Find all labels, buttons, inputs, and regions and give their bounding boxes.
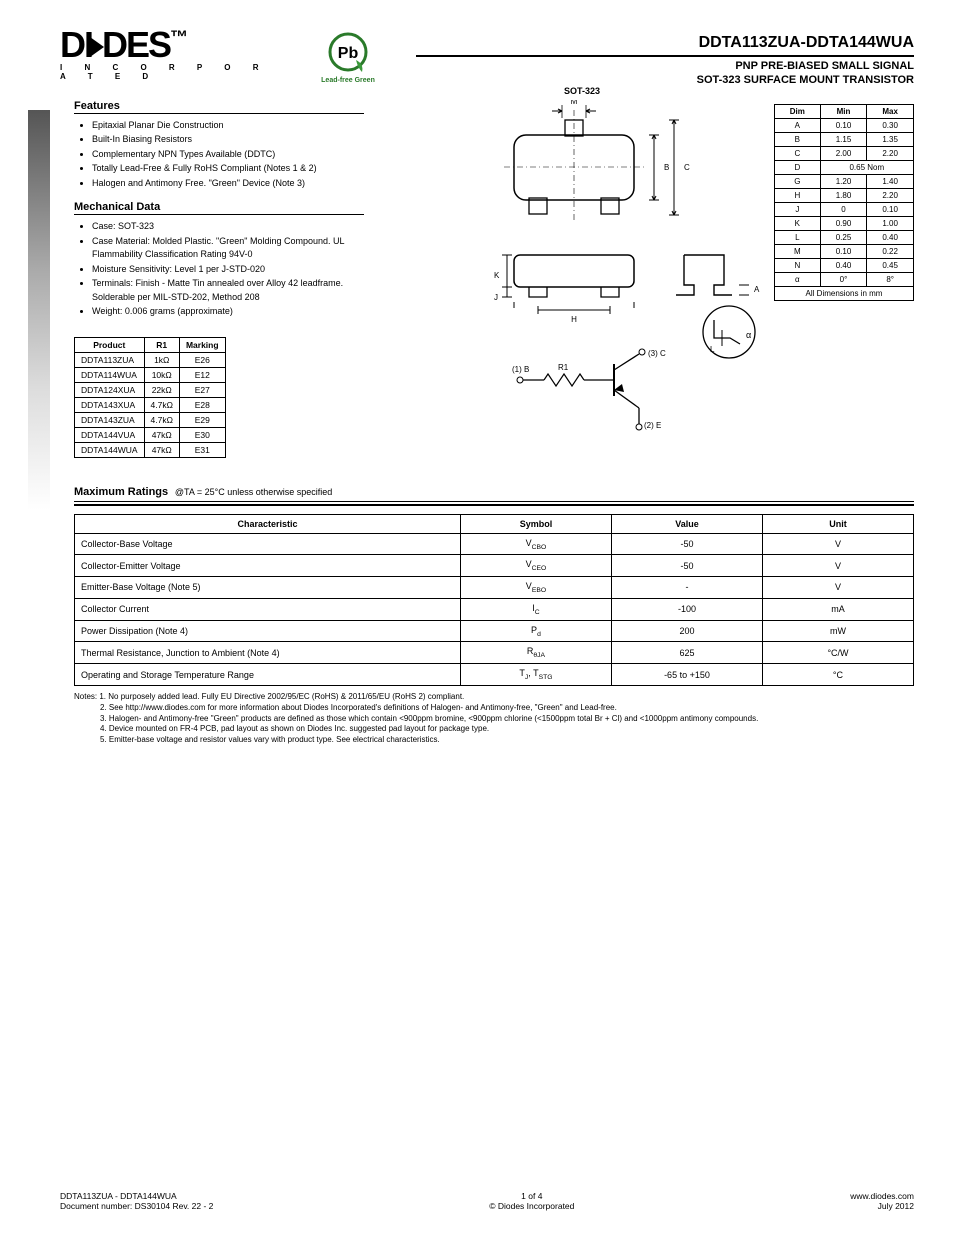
product-description: PNP PRE-BIASED SMALL SIGNALSOT-323 SURFA… [416, 60, 914, 88]
footer-right: www.diodes.com July 2012 [850, 1191, 914, 1211]
note-line: 2. See http://www.diodes.com for more in… [74, 703, 914, 714]
list-item: Case Material: Molded Plastic. "Green" M… [92, 235, 374, 262]
ratings-title: Maximum Ratings [74, 486, 168, 498]
list-item: Complementary NPN Types Available (DDTC) [92, 148, 374, 162]
product-series: DDTA113ZUA-DDTA144WUA [416, 34, 914, 57]
note-line: 5. Emitter-base voltage and resistor val… [74, 735, 914, 746]
svg-text:(1) B: (1) B [512, 365, 529, 374]
product-header: DDTA113ZUA-DDTA144WUA PNP PRE-BIASED SMA… [416, 30, 914, 88]
side-gradient-decoration [28, 110, 50, 510]
svg-text:H: H [571, 315, 577, 324]
list-item: Case: SOT-323 [92, 220, 374, 234]
note-line: 3. Halogen- and Antimony-free "Green" pr… [74, 714, 914, 725]
svg-text:M: M [571, 100, 578, 106]
svg-text:(2) E: (2) E [644, 421, 661, 430]
list-item: Totally Lead-Free & Fully RoHS Compliant… [92, 162, 374, 176]
note-line: Notes: 1. No purposely added lead. Fully… [74, 692, 914, 703]
ratings-condition: @TA = 25°C unless otherwise specified [175, 487, 332, 497]
logo: DIDES™ I N C O R P O R A T E D [60, 30, 280, 81]
col-header: Unit [762, 514, 913, 533]
features-list: Epitaxial Planar Die Construction Built-… [74, 119, 374, 191]
page-footer: DDTA113ZUA - DDTA144WUA Document number:… [60, 1191, 914, 1211]
footer-left: DDTA113ZUA - DDTA144WUA Document number:… [60, 1191, 213, 1211]
product-table: Product R1 Marking DDTA113ZUA1kΩE26 DDTA… [74, 337, 226, 458]
logo-text-1: DI [60, 24, 92, 65]
svg-text:A: A [754, 285, 760, 294]
ratings-header: Maximum Ratings @TA = 25°C unless otherw… [74, 486, 914, 506]
sot-label: SOT-323 [564, 86, 600, 96]
dim-footer: All Dimensions in mm [775, 286, 914, 300]
footer-mid: 1 of 4 © Diodes Incorporated [489, 1191, 574, 1211]
lead-free-label: Lead-free Green [320, 77, 376, 84]
col-header: Value [611, 514, 762, 533]
logo-subtitle: I N C O R P O R A T E D [60, 63, 280, 81]
list-item: Epitaxial Planar Die Construction [92, 119, 374, 133]
svg-text:J: J [494, 293, 498, 302]
dim-header: Min [820, 104, 867, 118]
mechanical-list: Case: SOT-323 Case Material: Molded Plas… [74, 220, 374, 319]
col-header: R1 [144, 337, 179, 352]
svg-text:C: C [684, 163, 690, 172]
features-title: Features [74, 100, 364, 114]
lead-free-badge: Pb Lead-free Green [320, 30, 376, 84]
dimension-table: Dim Min Max A0.100.30 B1.151.35 C2.002.2… [774, 104, 914, 301]
pb-text: Pb [338, 45, 359, 62]
svg-text:B: B [664, 163, 669, 172]
list-item: Halogen and Antimony Free. "Green" Devic… [92, 177, 374, 191]
header-row: DIDES™ I N C O R P O R A T E D Pb Lead-f… [60, 30, 914, 88]
notes: Notes: 1. No purposely added lead. Fully… [74, 692, 914, 746]
list-item: Moisture Sensitivity: Level 1 per J-STD-… [92, 263, 374, 277]
package-drawing: M B C K J H A [474, 100, 774, 450]
list-item: Terminals: Finish - Matte Tin annealed o… [92, 277, 374, 304]
col-header: Symbol [460, 514, 611, 533]
col-header: Characteristic [75, 514, 461, 533]
dim-header: Dim [775, 104, 821, 118]
dim-header: Max [867, 104, 914, 118]
lead-free-icon: Pb [326, 30, 370, 74]
svg-text:L: L [710, 345, 715, 354]
note-line: 4. Device mounted on FR-4 PCB, pad layou… [74, 724, 914, 735]
logo-text-2: DES [102, 24, 170, 65]
list-item: Built-In Biasing Resistors [92, 133, 374, 147]
svg-text:(3) C: (3) C [648, 349, 666, 358]
list-item: Weight: 0.006 grams (approximate) [92, 305, 374, 319]
svg-text:R1: R1 [558, 363, 569, 372]
col-header: Product [75, 337, 145, 352]
ratings-table: Characteristic Symbol Value Unit Collect… [74, 514, 914, 687]
mechanical-title: Mechanical Data [74, 201, 364, 215]
svg-text:α: α [746, 330, 751, 340]
svg-text:K: K [494, 271, 500, 280]
col-header: Marking [179, 337, 225, 352]
